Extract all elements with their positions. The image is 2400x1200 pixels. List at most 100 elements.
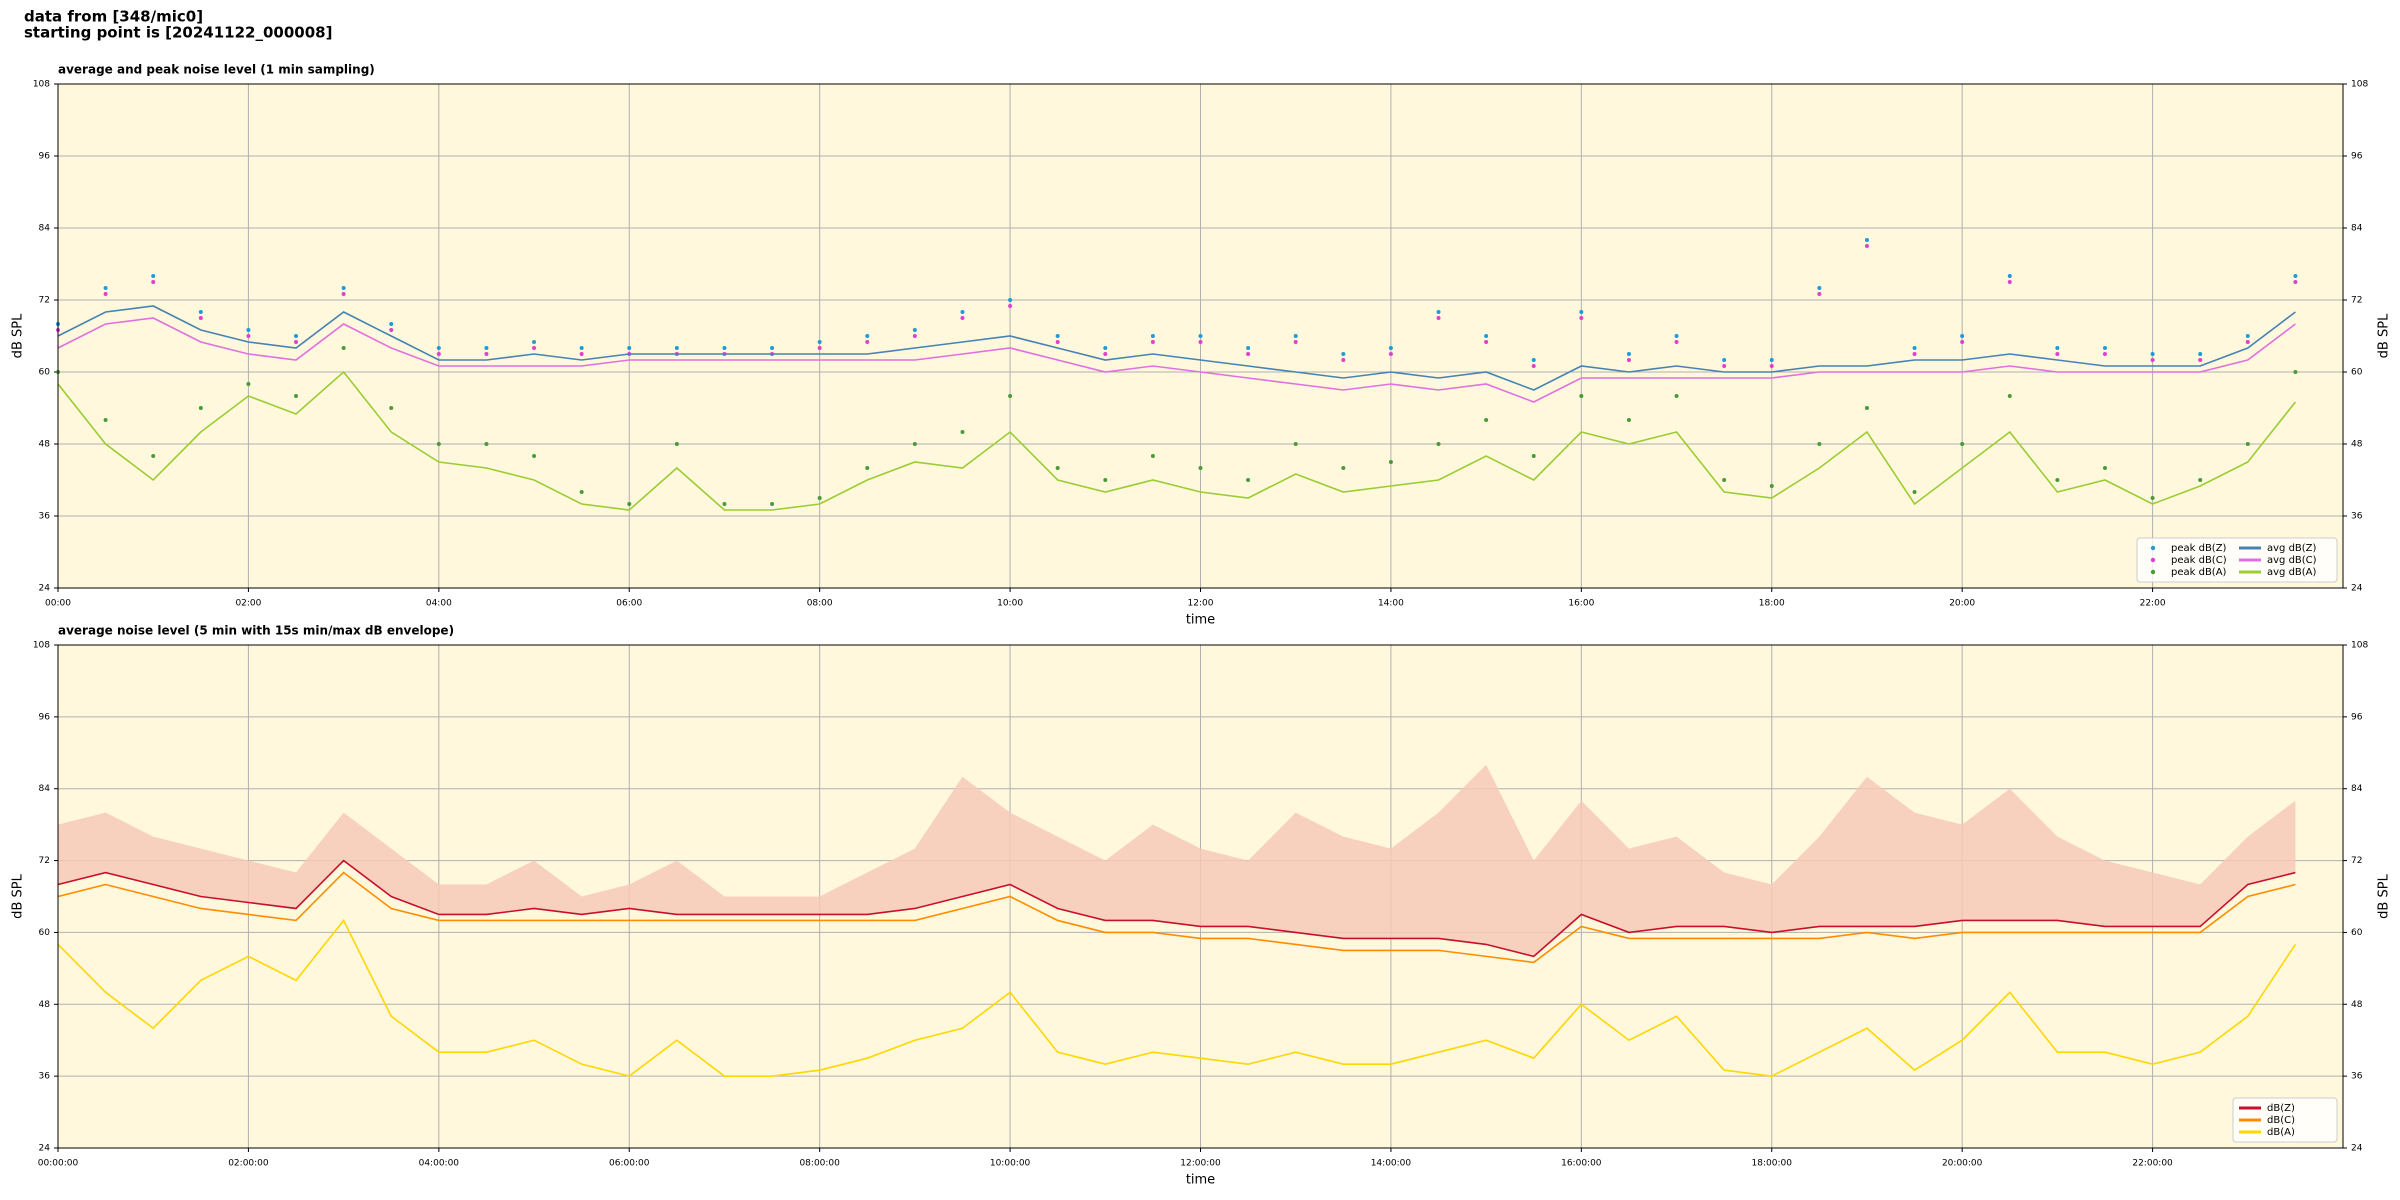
peak-dot (2150, 496, 2155, 500)
peak-dot (484, 352, 489, 356)
x-tick-label: 14:00 (1378, 599, 1404, 609)
peak-dot (627, 502, 632, 506)
peak-dot (912, 442, 917, 446)
peak-dot (1722, 358, 1727, 362)
peak-dot (1246, 346, 1251, 350)
legend-label: dB(C) (2267, 1115, 2295, 1126)
peak-dot (1388, 352, 1393, 356)
x-tick-label: 08:00:00 (799, 1159, 840, 1169)
y2-tick-label: 96 (2351, 712, 2363, 722)
peak-dot (294, 340, 299, 344)
peak-dot (2245, 334, 2250, 338)
peak-dot (1960, 340, 1965, 344)
peak-dot (484, 346, 489, 350)
peak-dot (484, 442, 489, 446)
peak-dot (2007, 274, 2012, 278)
peak-dot (1912, 352, 1917, 356)
series-line (57, 370, 2297, 511)
peak-dot (1960, 442, 1965, 446)
peak-dot (1769, 358, 1774, 362)
peak-dot (246, 328, 251, 332)
peak-dot (436, 442, 441, 446)
peak-dot (532, 340, 537, 344)
header-line: starting point is [20241122_000008] (24, 24, 332, 42)
peak-dot (1103, 478, 1108, 482)
peak-dot (2007, 280, 2012, 284)
y-tick-label: 36 (39, 1072, 51, 1082)
x-tick-label: 22:00:00 (2132, 1159, 2173, 1169)
peak-dot (532, 346, 537, 350)
series-line (57, 918, 2297, 1078)
x-tick-label: 20:00 (1949, 599, 1975, 609)
peak-dot (770, 346, 775, 350)
header-line: data from [348/mic0] (24, 8, 203, 26)
x-tick-label: 06:00:00 (609, 1159, 650, 1169)
x-axis-label: time (1186, 613, 1215, 628)
y-axis-label: dB SPL (11, 873, 26, 918)
peak-dot (151, 274, 156, 278)
peak-dot (579, 346, 584, 350)
peak-dot (1436, 316, 1441, 320)
peak-dot (2055, 346, 2060, 350)
y2-tick-label: 36 (2351, 1072, 2363, 1082)
peak-dot (1579, 310, 1584, 314)
x-tick-label: 08:00 (807, 599, 833, 609)
y2-axis-label: dB SPL (2377, 313, 2392, 358)
peak-dot (1055, 340, 1060, 344)
x-tick-label: 02:00 (235, 599, 261, 609)
peak-dot (960, 310, 965, 314)
x-tick-label: 14:00:00 (1371, 1159, 1412, 1169)
peak-dot (1055, 334, 1060, 338)
peak-dot (817, 496, 822, 500)
peak-dot (674, 442, 679, 446)
legend-label: peak dB(Z) (2171, 543, 2227, 554)
y2-tick-label: 48 (2351, 440, 2363, 450)
peak-dot (2198, 358, 2203, 362)
peak-dot (1341, 466, 1346, 470)
y2-tick-label: 24 (2351, 584, 2363, 594)
peak-dot (1388, 346, 1393, 350)
peak-dot (1722, 478, 1727, 482)
x-tick-label: 16:00:00 (1561, 1159, 1602, 1169)
peak-dot (817, 346, 822, 350)
peak-dot (912, 334, 917, 338)
legend-box (2136, 537, 2338, 583)
peak-dot (2102, 346, 2107, 350)
peak-dot (722, 346, 727, 350)
y-tick-label: 84 (39, 224, 51, 234)
y2-tick-label: 72 (2351, 296, 2362, 306)
peak-dot (2055, 352, 2060, 356)
y2-tick-label: 84 (2351, 224, 2363, 234)
x-tick-label: 06:00 (616, 599, 642, 609)
x-tick-label: 12:00:00 (1180, 1159, 1221, 1169)
peak-dot (1674, 340, 1679, 344)
peak-dot (246, 334, 251, 338)
peak-dot (1008, 394, 1013, 398)
legend-marker (2150, 569, 2156, 575)
peak-dot (1674, 334, 1679, 338)
legend-label: peak dB(A) (2171, 567, 2227, 578)
peak-dot (1008, 304, 1013, 308)
peak-dot (865, 466, 870, 470)
peak-dot (1626, 358, 1631, 362)
legend-label: avg dB(Z) (2267, 543, 2317, 554)
x-tick-label: 10:00 (997, 599, 1023, 609)
x-tick-label: 20:00:00 (1942, 1159, 1983, 1169)
legend-marker (2150, 557, 2156, 563)
y2-axis-label: dB SPL (2377, 873, 2392, 918)
peak-dot (2007, 394, 2012, 398)
peak-dot (579, 352, 584, 356)
legend-label: avg dB(C) (2267, 555, 2317, 566)
peak-dot (627, 346, 632, 350)
peak-dot (151, 280, 156, 284)
legend-label: avg dB(A) (2267, 567, 2317, 578)
peak-dot (1246, 478, 1251, 482)
peak-dot (2293, 280, 2298, 284)
y-tick-label: 24 (39, 584, 51, 594)
peak-dot (1198, 466, 1203, 470)
peak-dot (1722, 364, 1727, 368)
peak-dot (1912, 490, 1917, 494)
peak-dot (389, 406, 394, 410)
peak-dot (1531, 358, 1536, 362)
